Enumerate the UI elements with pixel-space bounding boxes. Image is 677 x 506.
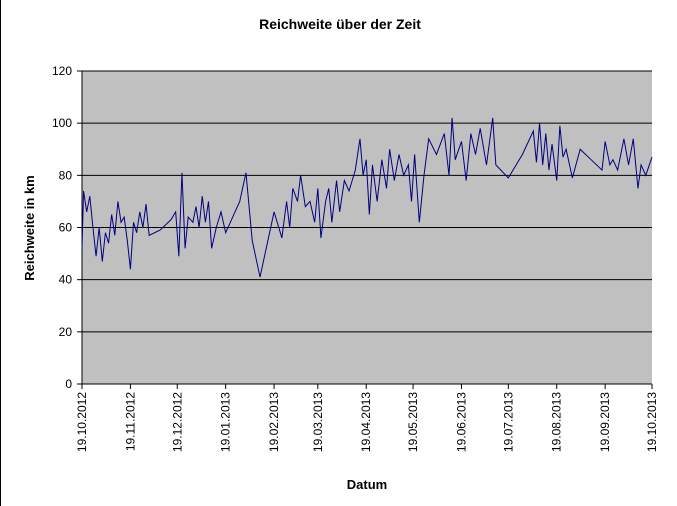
x-tick-label: 19.06.2013 (454, 392, 468, 452)
y-tick-label: 120 (52, 64, 72, 78)
x-tick-label: 19.11.2012 (123, 392, 137, 451)
x-tick-label: 19.10.2012 (75, 392, 89, 452)
y-tick-label: 40 (59, 273, 73, 287)
x-tick-label: 19.01.2013 (219, 392, 233, 452)
x-tick-label: 19.05.2013 (406, 392, 420, 452)
series-line (81, 117, 653, 278)
x-axis-title: Datum (347, 477, 387, 492)
x-tick-label: 19.12.2012 (170, 392, 184, 452)
x-tick-label: 19.04.2013 (359, 392, 373, 452)
y-tick-label: 100 (52, 116, 72, 130)
y-axis-title: Reichweite in km (22, 175, 37, 280)
x-tick-label: 19.07.2013 (501, 392, 515, 452)
x-tick-label: 19.02.2013 (267, 392, 281, 452)
y-tick-label: 20 (59, 325, 73, 339)
x-tick-label: 19.08.2013 (550, 392, 564, 452)
x-tick-label: 19.10.2013 (645, 392, 659, 452)
chart-title: Reichweite über der Zeit (259, 16, 421, 32)
y-tick-label: 0 (65, 377, 72, 391)
y-tick-label: 80 (59, 168, 73, 182)
x-tick-label: 19.03.2013 (311, 392, 325, 452)
y-tick-label: 60 (59, 221, 73, 235)
x-tick-label: 19.09.2013 (598, 392, 612, 452)
